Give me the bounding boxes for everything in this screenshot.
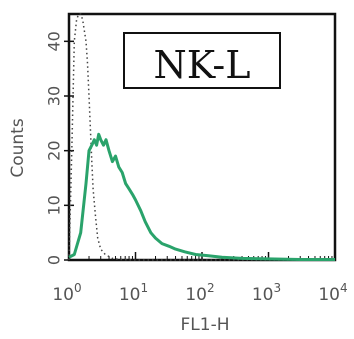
control-histogram-line: [68, 13, 335, 261]
y-tick-label: 30: [45, 86, 64, 106]
y-axis-title: Counts: [8, 118, 28, 177]
panel-label: NK-L: [154, 43, 251, 87]
x-tick-label: 103: [252, 281, 281, 305]
sample-histogram-line: [68, 132, 335, 261]
panel-label-box: [123, 32, 281, 89]
y-tick-label: 0: [45, 255, 64, 265]
x-tick-label: 104: [318, 281, 347, 305]
x-tick-label: 101: [119, 281, 148, 305]
x-axis-title: FL1-H: [181, 315, 230, 335]
y-tick-label: 20: [45, 140, 64, 160]
x-tick-label: 100: [52, 281, 81, 305]
x-tick-label: 102: [185, 281, 214, 305]
y-tick-label: 10: [45, 195, 64, 215]
y-tick-label: 40: [45, 31, 64, 51]
